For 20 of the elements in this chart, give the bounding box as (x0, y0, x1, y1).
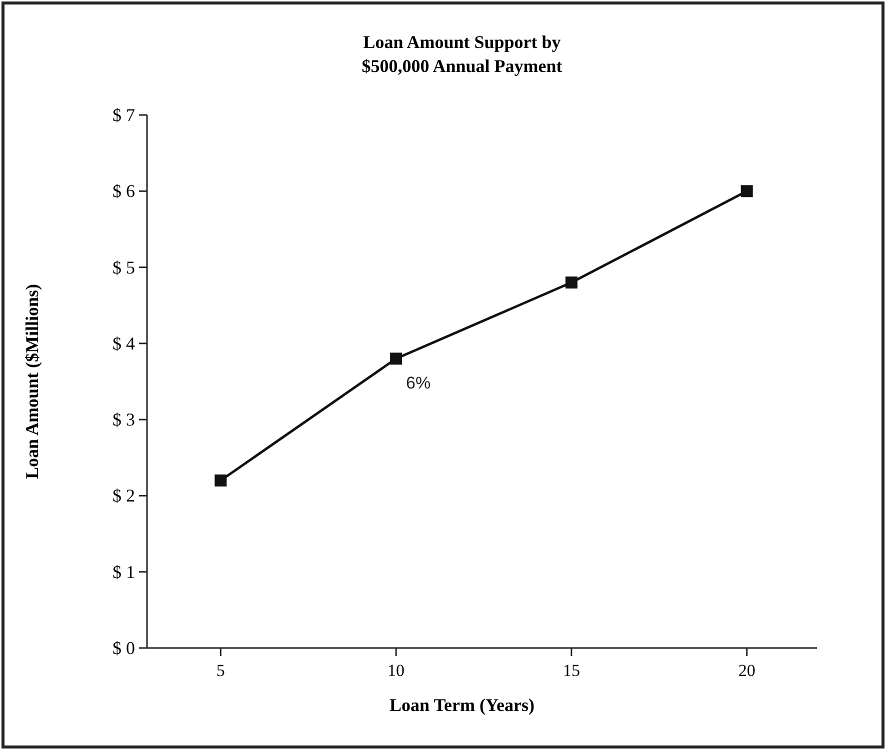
y-tick-label: $ 6 (112, 181, 135, 202)
y-tick-label: $ 1 (112, 562, 135, 582)
point (214, 474, 227, 486)
y-tick-label: $ 3 (112, 410, 135, 430)
point (390, 352, 402, 365)
point (565, 276, 578, 289)
x-tick-label: 20 (738, 661, 756, 680)
y-axis-title: Loan Amount ($Millions) (22, 284, 42, 480)
y-tick-label: $ 0 (112, 638, 135, 658)
x-tick-label: 10 (388, 661, 405, 680)
x-tick-label: 15 (562, 661, 580, 680)
y-tick-label: $ 4 (112, 333, 135, 354)
point (740, 185, 753, 198)
x-tick-label: 5 (216, 661, 225, 680)
chart-title: Loan Amount Support by $500,000 Annual Payment (362, 32, 562, 76)
series-label: 6% (406, 374, 431, 393)
y-tick-label: $ 5 (112, 257, 135, 278)
x-axis-title: Loan Term (Years) (390, 695, 534, 715)
y-tick-label: $ 7 (112, 105, 135, 125)
y-tick-label: $ 2 (112, 486, 135, 506)
